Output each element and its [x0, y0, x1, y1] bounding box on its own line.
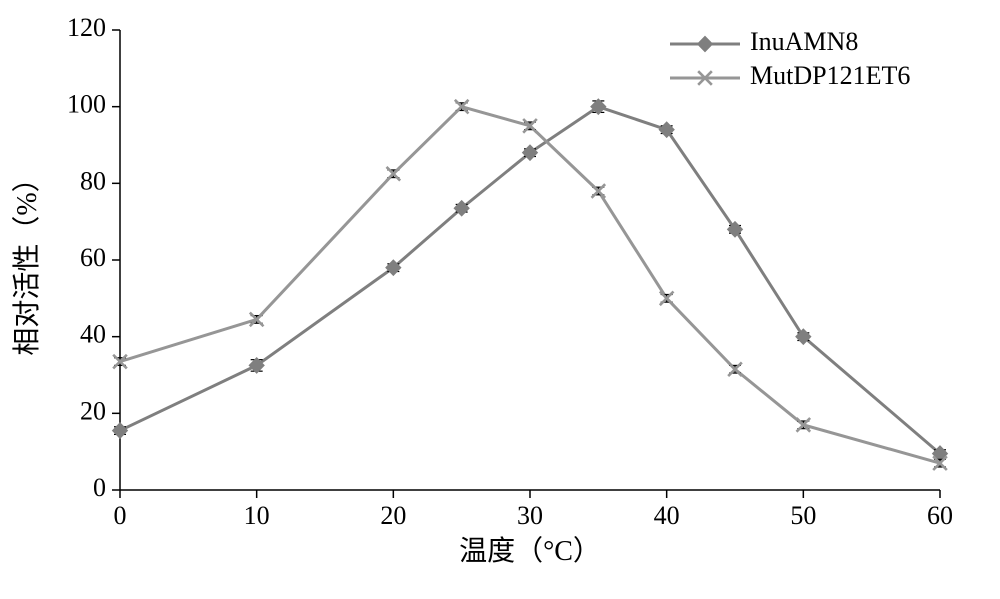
- svg-text:80: 80: [80, 166, 106, 195]
- svg-text:120: 120: [67, 13, 106, 42]
- svg-text:0: 0: [93, 473, 106, 502]
- svg-text:0: 0: [114, 501, 127, 530]
- svg-text:60: 60: [80, 243, 106, 272]
- svg-text:MutDP121ET6: MutDP121ET6: [750, 61, 910, 90]
- svg-text:20: 20: [80, 396, 106, 425]
- svg-text:10: 10: [244, 501, 270, 530]
- svg-text:60: 60: [927, 501, 953, 530]
- svg-text:100: 100: [67, 90, 106, 119]
- svg-text:相对活性（%）: 相对活性（%）: [11, 164, 43, 355]
- svg-text:40: 40: [654, 501, 680, 530]
- svg-text:20: 20: [380, 501, 406, 530]
- svg-text:50: 50: [790, 501, 816, 530]
- svg-text:InuAMN8: InuAMN8: [750, 27, 858, 56]
- svg-text:40: 40: [80, 320, 106, 349]
- svg-text:温度（°C）: 温度（°C）: [459, 535, 601, 567]
- chart-container: 0 20 40 60 80 100 120 0 10 20 30 40 50 60 相对活性（%） 温度（°C…: [0, 0, 1000, 599]
- svg-text:30: 30: [517, 501, 543, 530]
- line-chart: 0 20 40 60 80 100 120 0 10 20 30 40 50 60 相对活性（%） 温度（°C…: [0, 0, 1000, 599]
